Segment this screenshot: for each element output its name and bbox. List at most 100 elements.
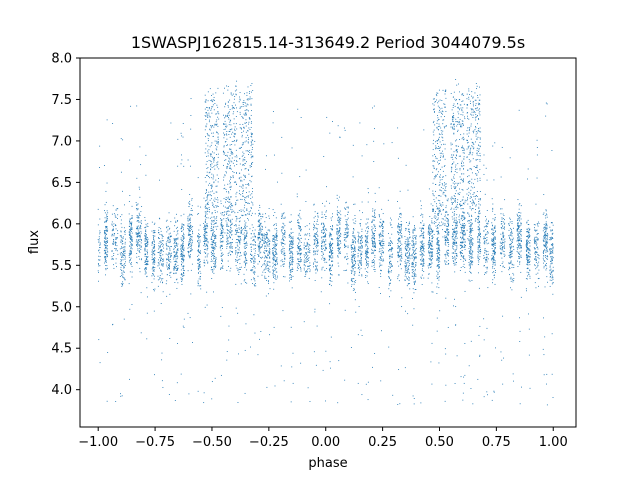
- data-point: [432, 291, 434, 293]
- data-point: [159, 276, 161, 278]
- data-point: [422, 250, 424, 252]
- data-point: [160, 255, 162, 257]
- data-point: [420, 246, 422, 248]
- data-point: [183, 272, 184, 274]
- data-point: [444, 263, 446, 265]
- data-point: [98, 236, 100, 238]
- data-point: [204, 231, 206, 233]
- data-point: [112, 205, 114, 207]
- data-point: [258, 246, 260, 248]
- data-point: [401, 236, 403, 238]
- data-point: [121, 246, 122, 248]
- data-point: [409, 288, 411, 290]
- data-point: [246, 241, 247, 243]
- data-point: [129, 271, 131, 273]
- data-point: [323, 235, 325, 237]
- data-point: [267, 239, 269, 241]
- data-point: [139, 225, 141, 227]
- data-point: [453, 242, 455, 244]
- data-point: [291, 263, 293, 265]
- data-point: [197, 250, 199, 252]
- data-point: [362, 241, 363, 243]
- data-point: [383, 221, 385, 222]
- data-point: [405, 265, 407, 267]
- data-point: [236, 230, 238, 232]
- data-point: [257, 220, 259, 222]
- data-point: [326, 229, 328, 231]
- data-point: [352, 242, 354, 244]
- data-point: [212, 240, 214, 242]
- data-point: [268, 238, 270, 240]
- data-point: [401, 306, 403, 308]
- data-point: [161, 352, 163, 354]
- data-point: [373, 266, 375, 268]
- data-point: [166, 274, 168, 276]
- data-point: [378, 287, 380, 288]
- data-point: [251, 270, 253, 272]
- data-point: [244, 253, 246, 255]
- data-point: [350, 279, 352, 281]
- data-point: [339, 136, 341, 138]
- data-point: [309, 233, 310, 235]
- data-point: [420, 250, 422, 252]
- data-point: [353, 251, 355, 253]
- data-point: [103, 250, 105, 252]
- data-point: [250, 253, 252, 255]
- data-point: [106, 265, 108, 267]
- data-point: [373, 241, 375, 243]
- data-point: [239, 255, 241, 257]
- data-point: [398, 224, 400, 226]
- data-point: [452, 248, 454, 250]
- data-point: [380, 218, 382, 220]
- data-point: [359, 260, 361, 262]
- data-point: [144, 236, 146, 238]
- data-point: [337, 247, 339, 249]
- data-point: [292, 382, 294, 384]
- data-point: [445, 264, 447, 265]
- data-point: [452, 260, 454, 262]
- data-point: [121, 247, 123, 249]
- data-point: [412, 247, 414, 249]
- data-point: [166, 245, 168, 247]
- data-point: [273, 248, 275, 250]
- data-point: [182, 255, 184, 257]
- data-point: [173, 254, 175, 256]
- data-point: [454, 219, 456, 221]
- data-point: [375, 216, 376, 218]
- data-point: [265, 277, 267, 279]
- data-point: [190, 269, 192, 271]
- data-point: [145, 254, 146, 256]
- data-point: [239, 237, 241, 239]
- data-point: [412, 230, 414, 232]
- data-point: [307, 244, 309, 246]
- data-point: [421, 242, 423, 244]
- data-point: [421, 240, 423, 242]
- data-point: [273, 275, 275, 277]
- data-point: [322, 240, 324, 242]
- data-point: [375, 250, 377, 251]
- data-point: [390, 263, 392, 264]
- data-point: [307, 258, 309, 260]
- data-point: [151, 268, 153, 270]
- data-point: [446, 229, 448, 231]
- data-point: [228, 234, 230, 236]
- data-point: [314, 280, 316, 281]
- data-point: [381, 230, 383, 232]
- data-point: [176, 250, 178, 252]
- data-point: [401, 237, 403, 239]
- data-point: [211, 227, 213, 229]
- data-point: [379, 243, 381, 245]
- data-point: [423, 248, 425, 250]
- data-point: [237, 270, 239, 272]
- data-point: [464, 258, 466, 260]
- data-point: [105, 251, 106, 253]
- data-point: [332, 260, 334, 262]
- data-point: [464, 217, 466, 219]
- data-point: [264, 268, 266, 270]
- data-point: [399, 213, 401, 215]
- data-point: [183, 232, 184, 234]
- data-point: [168, 264, 170, 266]
- data-point: [203, 259, 205, 261]
- data-point: [212, 253, 213, 255]
- data-point: [129, 226, 131, 228]
